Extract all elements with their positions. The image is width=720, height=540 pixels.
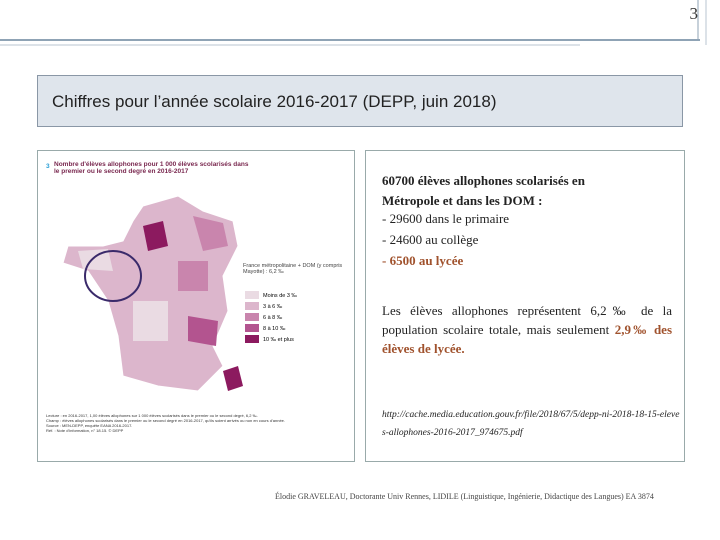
notes: Lecture : en 2016-2017, 1,00 élèves allo… [46,413,346,433]
note: Lecture : en 2016-2017, 1,00 élèves allo… [46,413,258,418]
region [143,221,168,251]
legend-swatch [245,313,259,321]
region [188,316,218,346]
legend-title: France métropolitaine + DOM (y compris M… [243,263,343,275]
heading: 60700 élèves allophones scolarisés en Mé… [382,173,585,208]
list-item-highlight: - 6500 au lycée [382,253,464,268]
list-item: - 24600 au collège [382,232,479,247]
legend-label: 10 ‰ et plus [263,337,294,343]
note: Source : MEN-DEPP, enquête EANA 2016-201… [46,423,133,428]
legend: Moins de 3 ‰ 3 à 6 ‰ 6 à 8 ‰ 8 à 10 ‰ 10 ‰ e… [245,291,297,343]
page-number: 3 [689,4,699,23]
paragraph-text: Les élèves allophones représentent 6,2‰ … [382,303,672,337]
map-shape [62,195,239,392]
legend-label: 6 à 8 ‰ [263,315,283,321]
caption: Nombre d'élèves allophones pour 1 000 él… [54,161,249,175]
figure: 3 Nombre d'élèves allophones pour 1 000 … [37,150,355,462]
paragraph-highlight: 2,9‰ des élèves de lycée. [382,322,673,356]
text-box: 60700 élèves allophones scolarisés en Mé… [365,150,685,462]
legend-swatch [245,302,259,310]
caption-wrap: Nombre d'élèves allophones pour 1 000 él… [54,161,249,175]
legend-label: 8 à 10 ‰ [263,326,286,332]
link[interactable]: http://cache.media.education.gouv.fr/fil… [382,410,680,438]
list-item: - 29600 dans le primaire [382,211,510,226]
title-box: Chiffres pour l’année scolaire 2016-2017… [37,75,683,127]
paragraph: Les élèves allophones représentent 6,2‰ … [382,301,672,358]
notes-wrap: Lecture : en 2016-2017, 1,00 élèves allo… [46,413,346,433]
region [133,301,168,341]
region [193,216,228,251]
legend-label: 3 à 6 ‰ [263,304,283,310]
footer: Élodie GRAVELEAU, Doctorante Univ Rennes… [275,492,654,501]
legend-swatch [245,335,259,343]
caption-number: 3 [46,163,50,170]
map-figure: 3 Nombre d'élèves allophones pour 1 000 … [46,161,346,433]
map [62,195,243,392]
legend-swatch [245,324,259,332]
annotation-circle [84,250,142,302]
legend-title-wrap: France métropolitaine + DOM (y compris M… [243,263,343,275]
region [223,366,243,391]
region [178,261,208,291]
note: Champ : élèves allophones scolarisés dan… [46,418,286,423]
top-decoration [0,0,707,46]
legend-label: Moins de 3 ‰ [263,293,297,299]
legend-swatch [245,291,259,299]
note: Réf. : Note d'information, n° 18.15. © D… [46,428,124,433]
title: Chiffres pour l’année scolaire 2016-2017… [52,92,497,111]
